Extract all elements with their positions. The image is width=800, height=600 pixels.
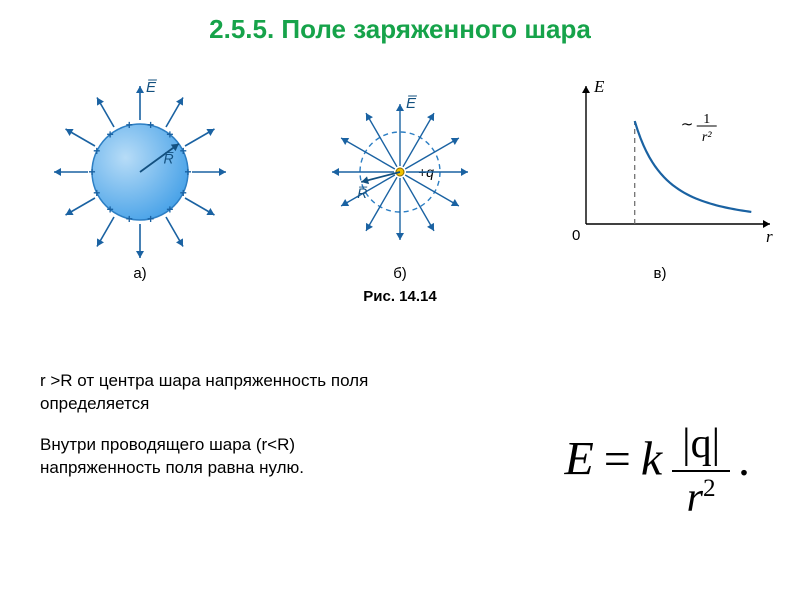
formula-k: k <box>641 433 662 486</box>
svg-text:E̅: E̅ <box>406 95 417 112</box>
svg-text:+: + <box>147 118 154 132</box>
figure-caption: Рис. 14.14 <box>0 288 800 305</box>
svg-text:r²: r² <box>702 130 712 145</box>
point-field-diagram: +qR̅E̅ <box>290 72 510 262</box>
panel-b-label: б) <box>290 265 510 282</box>
body-line-2: Внутри проводящего шара (r<R) напряженно… <box>40 434 400 480</box>
svg-text:+: + <box>107 127 114 141</box>
svg-text:+: + <box>184 165 191 179</box>
formula-den: r2 <box>672 472 730 522</box>
svg-text:R̅: R̅ <box>357 185 368 201</box>
body-line-1: r >R от центра шара напряженность поля о… <box>40 370 400 416</box>
section-title: 2.5.5. Поле заряженного шара <box>0 14 800 45</box>
formula-num: |q| <box>672 420 730 472</box>
svg-text:+: + <box>107 203 114 217</box>
svg-text:+: + <box>147 212 154 226</box>
sphere-field-diagram: ++++++++++++++R̅E̅ <box>30 72 250 262</box>
panel-a: ++++++++++++++R̅E̅ а) <box>30 72 250 282</box>
svg-text:+: + <box>166 203 173 217</box>
svg-text:∼: ∼ <box>681 117 694 133</box>
svg-text:E: E <box>593 77 605 96</box>
panel-a-label: а) <box>30 265 250 282</box>
svg-text:+: + <box>126 118 133 132</box>
panel-b: +qR̅E̅ б) <box>290 72 510 282</box>
svg-text:E̅: E̅ <box>146 79 157 96</box>
svg-text:0: 0 <box>572 227 580 244</box>
svg-text:+: + <box>126 212 133 226</box>
formula-frac: |q| r2 <box>672 420 730 522</box>
svg-text:+: + <box>88 165 95 179</box>
field-graph: Er 0 ∼ 1 r² <box>550 72 790 262</box>
body-text: r >R от центра шара напряженность поля о… <box>40 370 400 498</box>
formula: E = k |q| r2 . <box>564 420 750 522</box>
figure-row: ++++++++++++++R̅E̅ а) +qR̅E̅ б) Er0∼1r² … <box>30 72 770 282</box>
panel-c-label: в) <box>550 265 770 282</box>
formula-lhs: E <box>564 433 593 486</box>
svg-text:r: r <box>766 227 773 246</box>
svg-text:R̅: R̅ <box>163 150 174 166</box>
panel-c: Er 0 ∼ 1 r² в) <box>550 72 770 282</box>
svg-text:1: 1 <box>703 112 710 127</box>
formula-dot: . <box>738 433 750 486</box>
formula-eq: = <box>604 433 631 486</box>
svg-text:+: + <box>166 127 173 141</box>
